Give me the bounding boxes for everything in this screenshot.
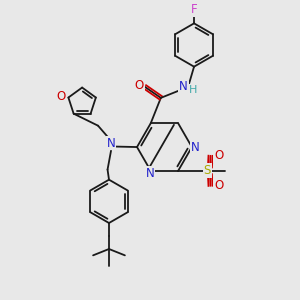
Text: N: N <box>106 136 116 149</box>
Text: O: O <box>134 79 144 92</box>
Text: F: F <box>191 3 197 16</box>
Text: O: O <box>57 90 66 103</box>
Text: N: N <box>190 140 199 154</box>
Text: N: N <box>146 167 154 180</box>
Text: O: O <box>214 179 223 192</box>
Text: O: O <box>214 149 223 162</box>
Text: N: N <box>179 80 188 93</box>
Text: H: H <box>189 85 197 95</box>
Text: S: S <box>203 164 211 177</box>
